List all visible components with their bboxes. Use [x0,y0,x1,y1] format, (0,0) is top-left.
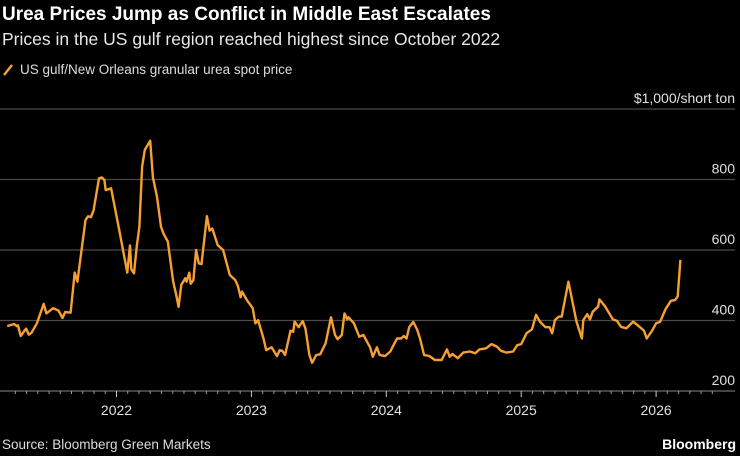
x-tick-label: 2025 [506,402,537,418]
chart-title: Urea Prices Jump as Conflict in Middle E… [2,4,491,25]
chart-subtitle: Prices in the US gulf region reached hig… [2,29,501,49]
brand-logo: Bloomberg [662,436,736,452]
y-axis-unit-label: $1,000/short ton [634,90,735,106]
legend-line-icon [3,63,13,76]
x-tick-label: 2026 [641,402,672,418]
y-tick-label: 600 [712,231,736,247]
y-tick-label: 400 [712,302,736,318]
x-tick-label: 2024 [371,402,402,418]
legend: US gulf/New Orleans granular urea spot p… [2,62,292,77]
x-tick-label: 2022 [101,402,132,418]
source-note: Source: Bloomberg Green Markets [2,437,211,452]
y-tick-label: 200 [712,372,736,388]
series-line-urea-price [6,139,682,364]
legend-label: US gulf/New Orleans granular urea spot p… [20,62,293,77]
x-tick-label: 2023 [236,402,267,418]
y-tick-label: 800 [712,161,736,177]
